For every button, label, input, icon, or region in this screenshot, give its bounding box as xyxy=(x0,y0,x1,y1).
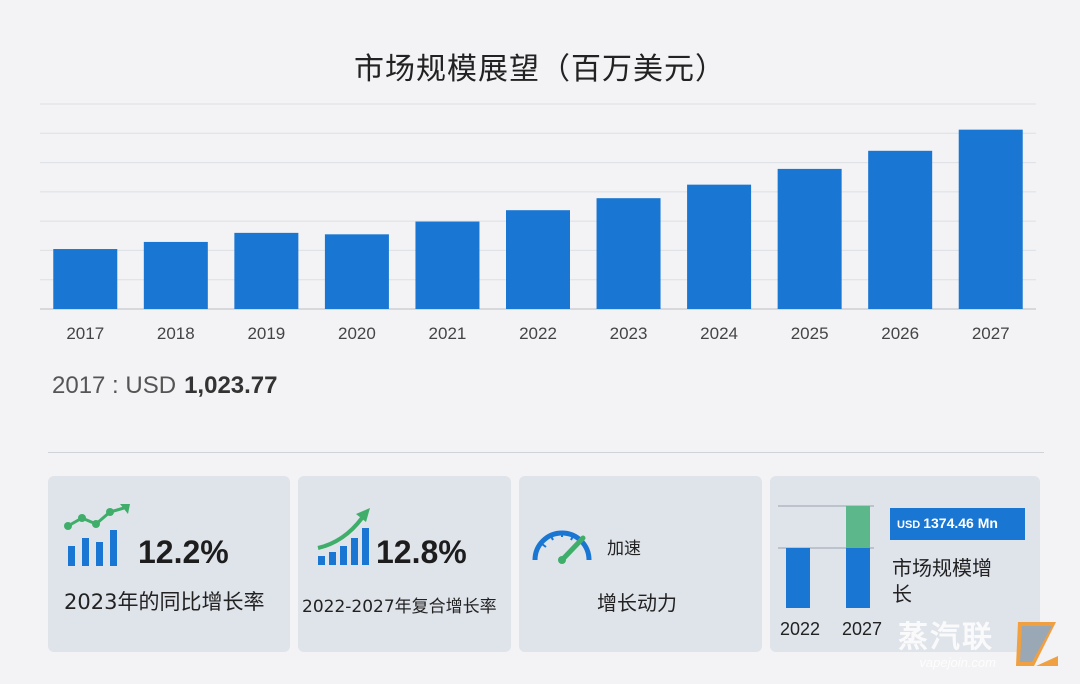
bar-2022 xyxy=(506,210,570,309)
yoy-value: 12.2% xyxy=(138,534,229,570)
growth-label: 市场规模增长 xyxy=(892,556,992,606)
base-year-value: 1,023.77 xyxy=(184,372,278,399)
base-year-note: 2017 : USD 1,023.77 xyxy=(52,372,278,400)
watermark-url: vapejoin.com xyxy=(919,655,996,670)
section-divider xyxy=(48,452,1044,453)
x-tick-label: 2021 xyxy=(429,324,467,343)
bar-2019 xyxy=(234,232,299,309)
x-tick-label: 2017 xyxy=(66,324,104,343)
bar-2023 xyxy=(596,198,661,309)
usd-value-box: USD 1374.46 Mn xyxy=(890,508,1025,540)
bar-2020 xyxy=(324,234,389,309)
market-growth-card: USD 1374.46 Mn 市场规模增长 2022 2027 xyxy=(770,476,1040,652)
cagr-card: 12.8% 2022-2027年复合增长率 xyxy=(298,476,511,652)
momentum-card: 加速 增长动力 xyxy=(519,476,762,652)
bar-2017 xyxy=(53,249,118,309)
watermark-text: 蒸汽联 xyxy=(898,620,994,655)
momentum-badge: 加速 xyxy=(607,539,641,559)
stacked-bars-icon xyxy=(778,505,874,608)
brand-logo-icon xyxy=(1016,622,1058,666)
bar-2027 xyxy=(958,129,1023,309)
bar-2026 xyxy=(868,150,933,309)
bar-chart: 2017 2018 2019 2020 2021 2022 2023 2024 2025 2026… xyxy=(40,103,1036,343)
x-tick-label: 2018 xyxy=(157,324,195,343)
bar-2025 xyxy=(777,168,842,309)
yoy-label: 2023年的同比增长率 xyxy=(64,590,265,614)
yoy-growth-card: 12.2% 2023年的同比增长率 xyxy=(48,476,290,652)
growth-year-start: 2022 xyxy=(780,619,821,639)
bar-2021 xyxy=(415,221,480,309)
x-tick-label: 2019 xyxy=(247,324,285,343)
bar-2018 xyxy=(143,241,208,309)
cagr-value: 12.8% xyxy=(376,534,467,570)
base-year-label: 2017 : USD xyxy=(52,372,177,399)
growth-year-end: 2027 xyxy=(842,619,883,639)
bar-2024 xyxy=(687,184,752,309)
speedometer-icon xyxy=(532,530,592,564)
x-tick-label: 2027 xyxy=(972,324,1010,343)
x-tick-label: 2023 xyxy=(610,324,648,343)
momentum-label: 增长动力 xyxy=(597,591,677,615)
x-tick-label: 2020 xyxy=(338,324,376,343)
x-tick-label: 2024 xyxy=(700,324,738,343)
usd-unit: USD xyxy=(897,519,921,531)
chart-title: 市场规模展望（百万美元） xyxy=(354,52,726,87)
rising-bars-icon xyxy=(317,508,370,565)
bar-growth-icon xyxy=(64,504,130,566)
cagr-label: 2022-2027年复合增长率 xyxy=(302,597,497,617)
usd-value: 1374.46 Mn xyxy=(923,515,998,531)
x-tick-label: 2022 xyxy=(519,324,557,343)
x-tick-label: 2026 xyxy=(881,324,919,343)
x-tick-label: 2025 xyxy=(791,324,829,343)
